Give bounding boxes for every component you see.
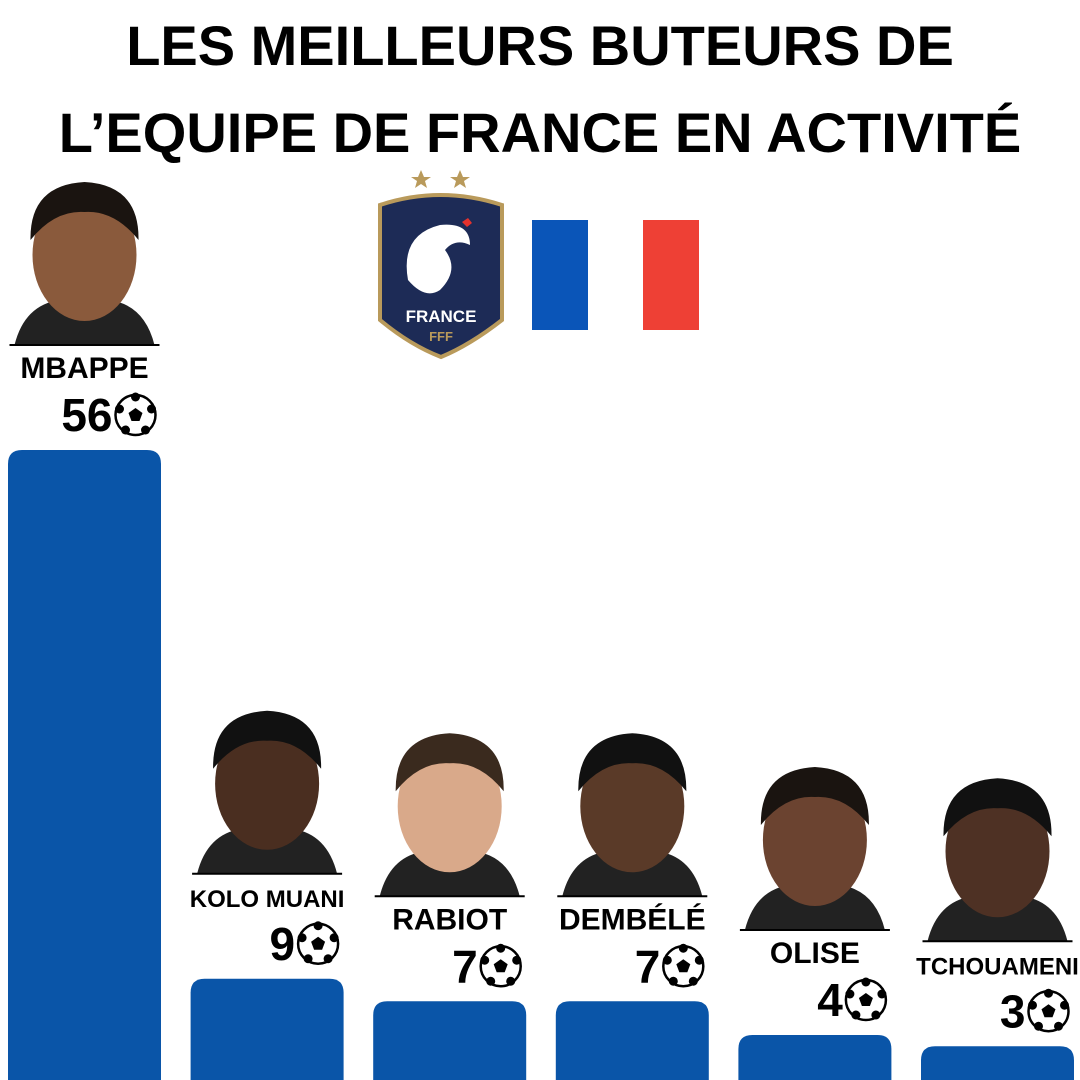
chart-title: LES MEILLEURS BUTEURS DE [126, 14, 954, 77]
football-icon [479, 943, 522, 988]
ball-patch [845, 989, 855, 999]
value-label: 9 [270, 918, 296, 970]
ball-patch [480, 955, 490, 965]
football-icon [844, 977, 888, 1022]
football-icon [114, 392, 157, 437]
player-photo [557, 733, 708, 898]
football-icon [1027, 988, 1070, 1033]
ball-patch [496, 943, 506, 953]
ball-patch [668, 976, 678, 986]
hair [578, 733, 687, 792]
value-label: 56 [61, 389, 112, 441]
ball-patch [115, 404, 124, 414]
logo-text: FRANCE [406, 307, 477, 326]
face [32, 189, 137, 321]
ball-patch [303, 954, 313, 964]
face [580, 740, 685, 873]
bar [738, 1035, 892, 1080]
hair [30, 182, 139, 240]
chart-title: L’EQUIPE DE FRANCE EN ACTIVITÉ [59, 101, 1021, 164]
face [397, 740, 502, 873]
player-name: OLISE [770, 937, 860, 970]
hair [760, 767, 869, 825]
player-name: MBAPPE [20, 352, 148, 385]
hair [213, 710, 322, 769]
flag-blue [532, 220, 588, 330]
face [762, 774, 867, 906]
fff-logo: FRANCE FFF [378, 170, 504, 360]
ball-patch [1028, 1000, 1037, 1010]
ball-patch [1060, 1000, 1069, 1010]
ball-patch [493, 959, 508, 973]
french-flag [532, 220, 699, 330]
ball-patch [313, 921, 323, 931]
rooster-crest [462, 218, 472, 227]
ball-patch [861, 977, 871, 987]
shirt [927, 896, 1068, 942]
ball-patch [676, 959, 691, 973]
ball-patch [688, 976, 698, 986]
rooster [406, 224, 470, 294]
ball-patch [1044, 988, 1053, 998]
ball-patch [141, 425, 150, 435]
value-label: 3 [1000, 985, 1026, 1037]
player-photo [374, 733, 525, 898]
star [411, 170, 431, 188]
player-photo [9, 182, 160, 346]
ball-patch [871, 1010, 881, 1020]
ball-patch [851, 1010, 861, 1020]
player-name: TCHOUAMENI [916, 953, 1079, 980]
bar [555, 1001, 709, 1080]
ball-patch [311, 936, 326, 950]
player-name: KOLO MUANI [190, 886, 345, 913]
logo-subtext: FFF [429, 329, 453, 344]
shirt [379, 851, 520, 897]
football-icon [662, 943, 705, 988]
star [450, 170, 470, 188]
value-label: 7 [452, 940, 478, 992]
player-name: RABIOT [392, 903, 507, 936]
bar [921, 1046, 1074, 1080]
ball-patch [1034, 1021, 1043, 1031]
ball-patch [506, 976, 516, 986]
ball-patch [131, 392, 140, 402]
ball-patch [694, 955, 704, 965]
ball-patch [486, 976, 496, 986]
ball-patch [121, 425, 130, 435]
ball-patch [858, 993, 873, 1006]
flag-red [643, 220, 699, 330]
football-icon [296, 921, 340, 965]
value-label: 7 [635, 940, 661, 992]
player-photo [739, 767, 890, 931]
shirt [744, 885, 885, 930]
ball-patch [877, 989, 887, 999]
ball-patch [329, 933, 339, 943]
ball-patch [662, 955, 672, 965]
ball-patch [128, 408, 143, 421]
hair [395, 733, 504, 792]
bar [8, 450, 161, 1080]
bar [190, 978, 344, 1080]
ball-patch [512, 955, 522, 965]
player-photo [192, 710, 343, 875]
ball-patch [297, 933, 307, 943]
player-name: DEMBÉLÉ [559, 902, 706, 936]
value-label: 4 [817, 974, 843, 1026]
player-photo [922, 778, 1073, 943]
shirt [562, 851, 703, 897]
ball-patch [147, 404, 156, 414]
face [215, 717, 320, 850]
face [945, 785, 1050, 918]
ball-patch [323, 954, 333, 964]
hair [943, 778, 1052, 837]
ball-patch [678, 943, 688, 953]
shirt [197, 828, 338, 874]
bar [373, 1001, 527, 1080]
shirt [14, 300, 155, 345]
ball-patch [1054, 1021, 1063, 1031]
ball-patch [1041, 1004, 1056, 1018]
